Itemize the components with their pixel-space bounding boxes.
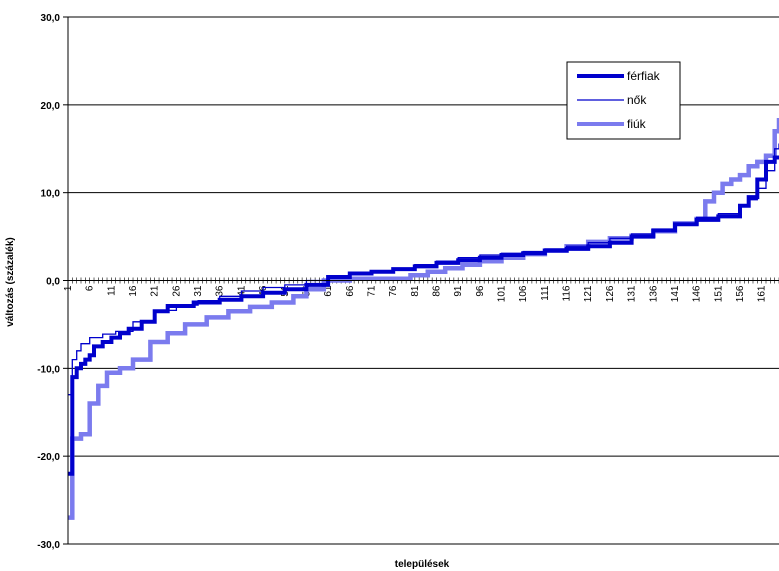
x-tick-label: 136: [648, 285, 659, 302]
legend-label-nok: nők: [627, 93, 647, 107]
x-tick-label: 96: [475, 285, 486, 297]
x-tick-label: 76: [388, 285, 399, 297]
x-tick-label: 66: [345, 285, 356, 297]
x-tick-label: 86: [432, 285, 443, 297]
gridlines: [68, 16, 779, 545]
y-tick-label: -20,0: [37, 452, 60, 463]
y-tick-label: 30,0: [41, 13, 61, 24]
x-tick-label: 101: [497, 285, 508, 302]
x-axis-label: települések: [395, 559, 450, 570]
x-tick-label: 21: [150, 285, 161, 297]
x-tick-label: 161: [757, 285, 768, 302]
y-tick-label: 20,0: [41, 101, 61, 112]
y-tick-label: 10,0: [41, 189, 61, 200]
x-tick-label: 141: [670, 285, 681, 302]
x-tick-label: 156: [735, 285, 746, 302]
axes: [67, 17, 779, 544]
y-axis-label: változás (százalék): [5, 237, 16, 327]
x-tick-label: 81: [410, 285, 421, 297]
x-tick-label: 31: [193, 285, 204, 297]
series-line-nok: [68, 143, 779, 396]
y-tick-label: -30,0: [37, 540, 60, 551]
y-axis-ticks: -30,0 -20,0 -10,0 0,0 10,0 20,0 30,0: [37, 13, 68, 551]
y-tick-label: -10,0: [37, 364, 60, 375]
x-tick-label: 26: [171, 285, 182, 297]
x-tick-label: 11: [106, 285, 117, 296]
x-tick-label: 151: [713, 285, 724, 302]
series-group: [68, 118, 779, 520]
y-tick-label: 0,0: [46, 277, 60, 288]
x-tick-label: 111: [540, 285, 551, 301]
x-tick-label: 126: [605, 285, 616, 302]
x-tick-label: 146: [692, 285, 703, 302]
x-tick-label: 71: [366, 285, 377, 297]
x-axis-ticks: 1611162126313641465156616671768186919610…: [63, 277, 779, 302]
legend-label-fiuk: fiúk: [627, 117, 647, 131]
x-tick-label: 121: [583, 285, 594, 302]
x-tick-label: 36: [215, 285, 226, 297]
legend: férfiak nők fiúk: [566, 61, 681, 140]
x-tick-label: 91: [453, 285, 464, 297]
x-tick-label: 131: [627, 285, 638, 302]
series-line-ferfiak: [68, 155, 779, 476]
x-tick-label: 61: [323, 285, 334, 297]
series-line-fiuk: [68, 118, 779, 520]
x-tick-label: 106: [518, 285, 529, 302]
x-tick-label: 16: [128, 285, 139, 297]
x-tick-label: 116: [562, 285, 573, 301]
x-tick-label: 6: [85, 285, 96, 291]
legend-label-ferfiak: férfiak: [627, 69, 661, 83]
